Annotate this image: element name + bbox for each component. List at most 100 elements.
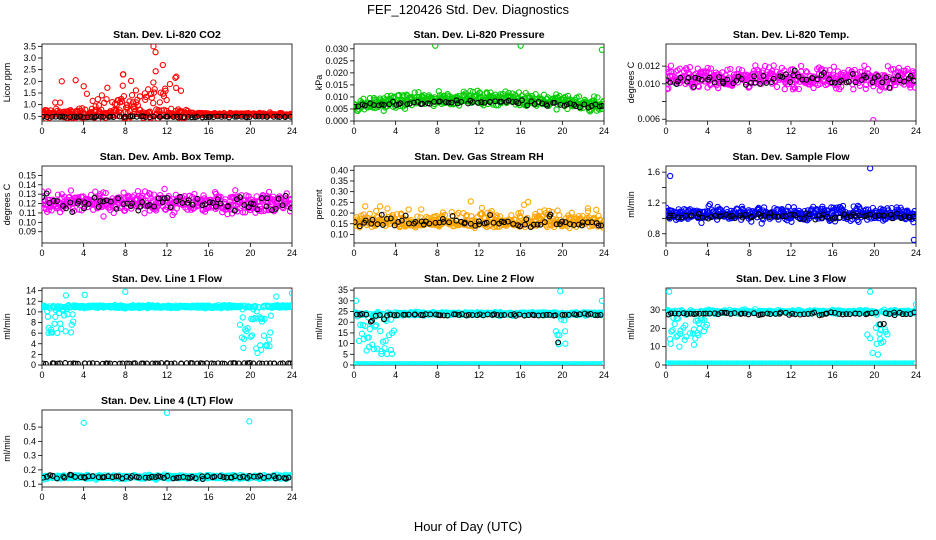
reference-point	[667, 79, 674, 86]
outlier-point	[152, 49, 159, 56]
data-point	[515, 89, 523, 96]
data-point	[496, 361, 503, 365]
data-point	[498, 361, 505, 365]
reference-point	[168, 360, 175, 365]
data-point	[582, 361, 589, 365]
data-point	[525, 361, 531, 365]
reference-point	[258, 195, 265, 202]
panel-5: Stan. Dev. Gas Stream RH0 4 8 12 16 20 240.100…	[314, 151, 609, 258]
data-point	[669, 360, 676, 365]
reference-point	[880, 320, 887, 327]
data-point	[523, 361, 530, 365]
reference-point	[524, 102, 531, 109]
reference-point	[225, 203, 231, 209]
reference-point	[498, 312, 505, 319]
reference-point	[515, 100, 522, 106]
reference-point	[721, 309, 728, 316]
data-point	[910, 71, 916, 78]
reference-point	[534, 221, 541, 228]
data-point	[561, 361, 567, 365]
x-tick-label: 8	[435, 248, 440, 258]
data-point	[288, 302, 292, 309]
x-tick-label: 20	[869, 248, 879, 258]
reference-point	[802, 210, 809, 217]
data-point	[546, 361, 553, 365]
reference-point	[598, 222, 604, 229]
data-point	[69, 311, 76, 318]
data-point	[819, 205, 826, 213]
data-point	[361, 322, 369, 330]
panel-3: Stan. Dev. Li-820 Temp.0 4 8 12 16 20 240.0060…	[626, 29, 921, 136]
data-point	[755, 360, 761, 365]
data-point	[890, 360, 897, 365]
data-point	[247, 333, 254, 340]
reference-point	[54, 360, 61, 365]
data-point	[678, 360, 684, 365]
reference-point	[535, 99, 542, 105]
reference-point	[463, 312, 470, 319]
y-tick-label: 20	[650, 323, 660, 333]
x-tick-label: 12	[474, 126, 484, 136]
outlier-point	[517, 44, 524, 49]
reference-point	[369, 317, 375, 324]
data-point	[503, 361, 510, 365]
reference-point	[501, 311, 508, 318]
data-point	[673, 360, 679, 365]
reference-point	[745, 311, 752, 318]
data-point	[508, 212, 515, 219]
points-group	[666, 288, 916, 365]
data-point	[740, 360, 747, 365]
data-point	[676, 330, 684, 338]
y-tick-label: 0.15	[330, 219, 348, 229]
data-point	[810, 360, 817, 365]
data-point	[728, 360, 734, 365]
data-point	[885, 360, 892, 365]
data-point	[596, 361, 603, 365]
data-point	[726, 360, 733, 365]
reference-point	[150, 113, 157, 120]
reference-point	[491, 311, 498, 318]
reference-point	[185, 197, 192, 204]
x-tick-label: 24	[599, 126, 609, 136]
x-tick-label: 4	[81, 370, 86, 380]
outlier-point	[173, 73, 180, 80]
y-tick-label: 0.15	[18, 170, 36, 180]
reference-point	[824, 213, 831, 220]
reference-point	[444, 312, 451, 319]
data-point	[756, 360, 763, 365]
outlier-point	[120, 71, 127, 78]
data-point	[464, 361, 471, 365]
data-point	[680, 360, 686, 365]
reference-point	[440, 312, 447, 319]
data-point	[545, 207, 553, 215]
data-point	[68, 321, 75, 328]
data-point	[824, 360, 831, 365]
reference-point	[250, 360, 257, 365]
data-point	[517, 209, 525, 216]
data-point	[821, 360, 827, 365]
reference-point	[738, 310, 745, 317]
data-point	[692, 335, 699, 342]
reference-point	[504, 218, 511, 225]
reference-point	[849, 70, 856, 77]
y-tick-label: 0.12	[18, 199, 36, 209]
data-point	[760, 360, 767, 365]
reference-point	[100, 198, 107, 205]
data-point	[487, 361, 494, 365]
reference-point	[235, 360, 242, 365]
reference-point	[263, 360, 270, 365]
reference-point	[494, 312, 501, 318]
outlier-point	[432, 44, 439, 49]
data-point	[783, 360, 790, 365]
reference-point	[792, 212, 799, 219]
data-point	[400, 361, 406, 365]
reference-point	[275, 195, 282, 202]
reference-point	[800, 215, 807, 222]
data-point	[906, 360, 913, 365]
reference-point	[181, 114, 187, 121]
reference-point	[256, 360, 263, 365]
data-point	[461, 361, 467, 365]
x-tick-label: 20	[557, 126, 567, 136]
data-point	[478, 361, 485, 365]
reference-point	[246, 114, 253, 120]
